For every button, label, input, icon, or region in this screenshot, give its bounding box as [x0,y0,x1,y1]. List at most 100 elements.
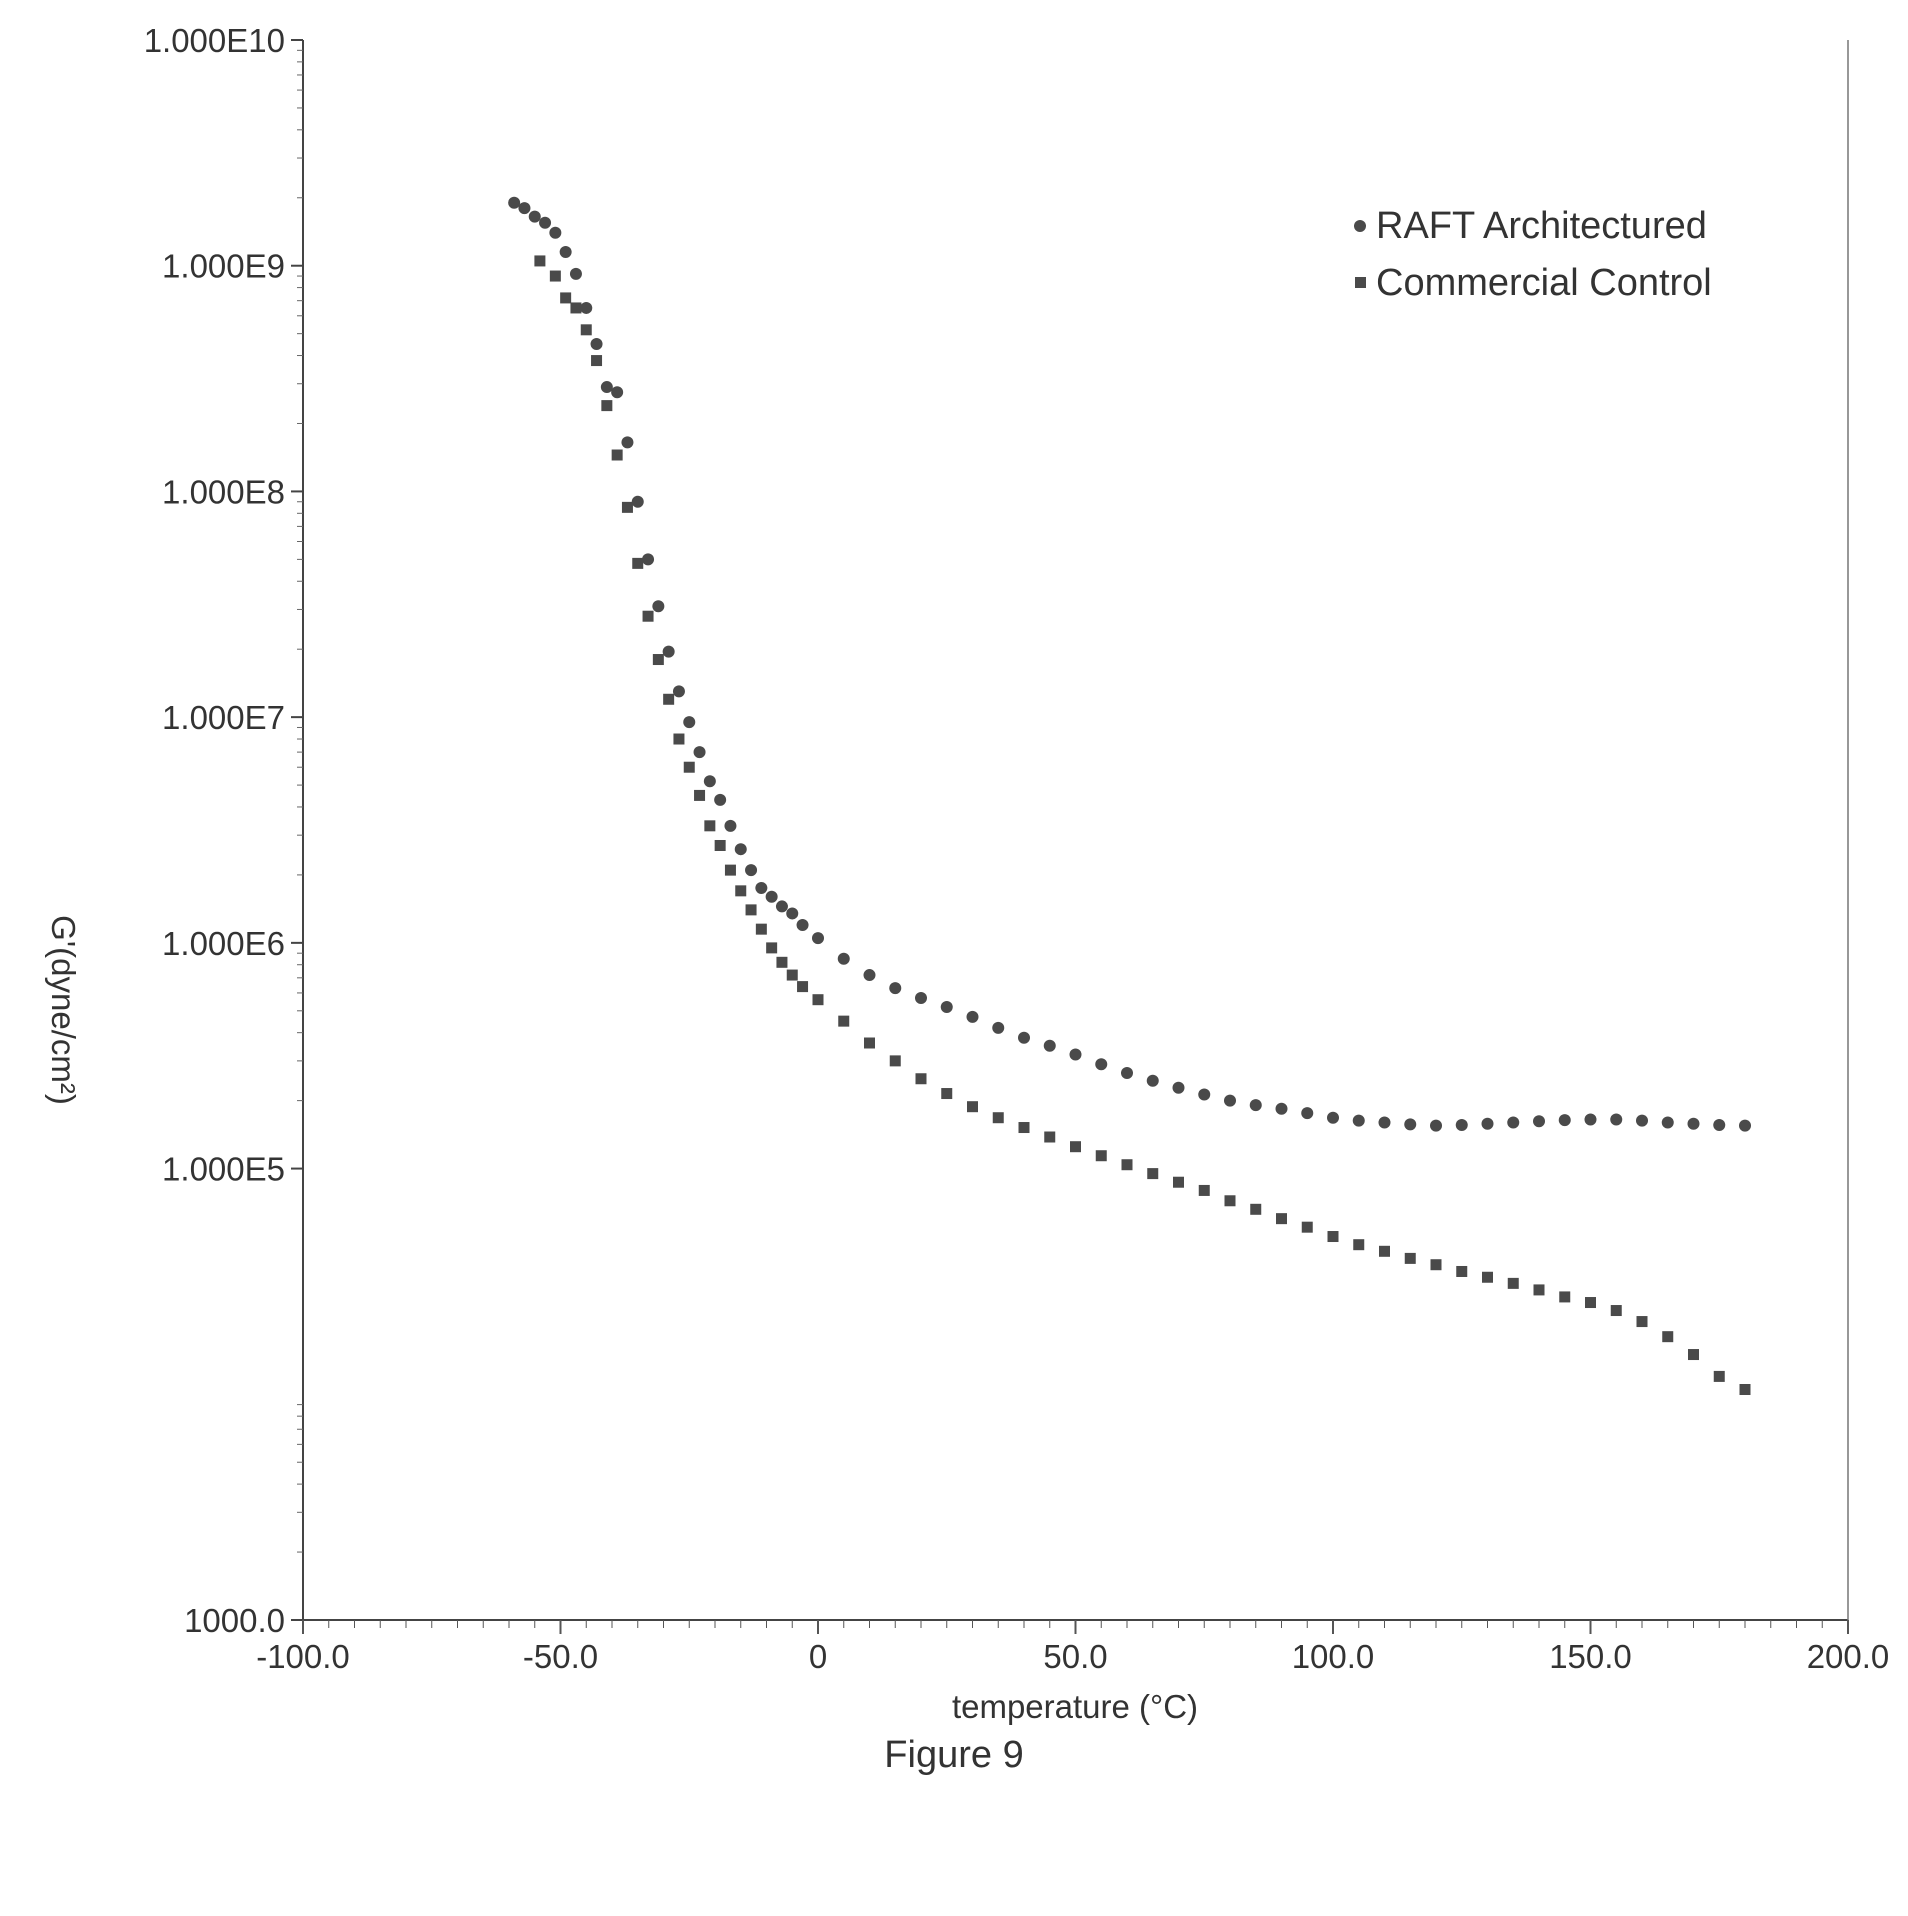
data-point [569,267,582,280]
data-point [775,900,788,913]
x-tick-label: -100.0 [256,1638,350,1675]
data-point [1482,1271,1493,1283]
data-point [1121,1159,1133,1171]
data-point [1070,1141,1081,1153]
y-tick-label: 1.000E7 [162,699,285,736]
data-point [1610,1305,1622,1317]
data-point [724,864,736,876]
data-point [1661,1116,1674,1129]
data-point [1455,1118,1468,1131]
data-point [1379,1245,1390,1257]
data-point [1301,1107,1314,1120]
data-point [652,654,664,666]
data-point [559,246,572,259]
data-point [693,746,706,759]
data-point [1378,1116,1391,1129]
data-point [528,210,541,223]
data-point [1275,1102,1288,1115]
data-point [1585,1297,1596,1309]
data-point [518,202,531,215]
y-tick-label: 1.000E10 [144,22,285,59]
data-point [694,789,706,801]
y-axis-title: G'(dyne/cm²) [45,915,82,1105]
data-point [642,553,655,566]
data-point [889,1055,901,1067]
data-point [1430,1119,1442,1132]
data-point [864,1037,875,1049]
data-point [714,839,726,851]
data-point [992,1021,1005,1034]
data-point [1173,1176,1184,1188]
series-raft-architectured [508,196,1751,1132]
data-point [1250,1203,1262,1215]
data-point [766,942,778,954]
x-tick-label: 100.0 [1292,1638,1375,1675]
data-point [889,982,902,995]
data-point [915,1073,927,1085]
data-point [1404,1118,1417,1131]
data-point [755,882,768,894]
legend-marker-commercial [1355,277,1366,288]
data-point [863,969,876,982]
data-point [1430,1259,1442,1271]
data-point [915,991,927,1004]
series-layer [508,196,1751,1396]
data-point [1584,1113,1597,1126]
data-point [1636,1316,1648,1328]
data-point [580,301,593,314]
data-point [652,600,665,613]
data-point [1481,1117,1494,1130]
data-point [549,226,562,239]
data-point [611,449,623,461]
x-tick-label: -50.0 [523,1638,598,1675]
legend: RAFT Architectured Commercial Control [1354,205,1712,304]
data-point [1610,1113,1623,1126]
data-point [1172,1081,1185,1094]
data-point [703,775,716,788]
data-point [797,981,809,993]
y-tick-label: 1.000E5 [162,1151,285,1188]
data-point [1507,1116,1520,1129]
data-point [966,1010,979,1023]
y-tick-label: 1000.0 [184,1602,285,1639]
data-point [600,381,613,394]
data-point [1121,1067,1133,1080]
data-point [1456,1265,1468,1277]
data-point [632,557,644,569]
data-point [704,820,716,832]
x-tick-label: 0 [809,1638,827,1675]
data-point [734,843,747,856]
data-point [621,501,633,513]
data-point [755,923,767,935]
data-point [1276,1213,1287,1225]
data-point [1713,1118,1726,1131]
data-point [591,355,603,367]
data-point [1224,1094,1236,1107]
data-point [1198,1088,1211,1101]
data-point [812,932,824,945]
data-point [745,864,758,877]
data-point [570,302,582,314]
data-point [1713,1370,1725,1382]
data-point [941,1088,953,1100]
data-point [1559,1291,1571,1303]
data-point [1353,1239,1365,1251]
data-point [663,693,675,705]
data-point [724,819,737,832]
data-point [1352,1114,1365,1127]
data-point [1147,1168,1159,1180]
data-point [1198,1184,1210,1196]
data-point [776,956,788,968]
data-point [1739,1119,1751,1132]
y-tick-label: 1.000E6 [162,925,285,962]
data-point [683,716,696,729]
x-tick-label: 200.0 [1807,1638,1890,1675]
data-point [1739,1384,1751,1396]
data-point [642,610,654,622]
data-point [560,292,572,304]
data-point [812,994,824,1006]
data-point [601,400,613,412]
data-point [714,793,727,806]
data-point [1533,1284,1545,1296]
